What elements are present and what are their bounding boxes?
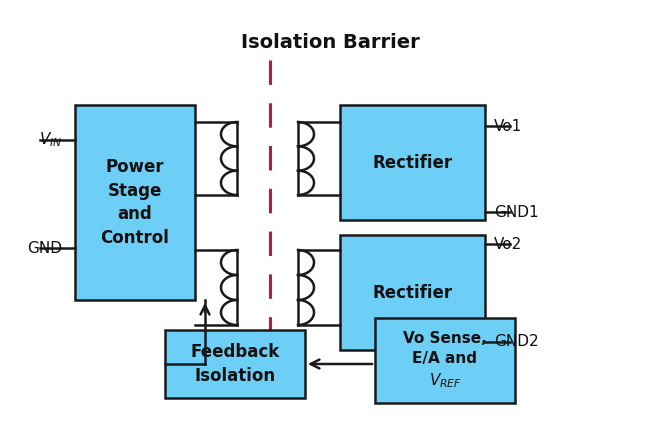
Text: Vo Sense,
E/A and
$V_{REF}$: Vo Sense, E/A and $V_{REF}$ xyxy=(403,331,487,390)
Text: Rectifier: Rectifier xyxy=(372,154,453,172)
Text: Rectifier: Rectifier xyxy=(372,283,453,301)
Text: Isolation Barrier: Isolation Barrier xyxy=(241,33,420,51)
Text: Power
Stage
and
Control: Power Stage and Control xyxy=(100,158,169,247)
Text: GND: GND xyxy=(27,241,62,256)
Bar xyxy=(340,105,485,220)
Bar xyxy=(75,105,195,300)
Bar xyxy=(165,330,305,398)
Text: Feedback
Isolation: Feedback Isolation xyxy=(190,343,280,385)
Text: GND2: GND2 xyxy=(494,335,539,350)
Text: GND1: GND1 xyxy=(494,205,539,220)
Text: Vo1: Vo1 xyxy=(494,119,522,134)
Bar xyxy=(340,235,485,350)
Text: Vo2: Vo2 xyxy=(494,237,522,252)
Bar xyxy=(375,318,515,403)
Text: $V_{IN}$: $V_{IN}$ xyxy=(39,131,62,149)
